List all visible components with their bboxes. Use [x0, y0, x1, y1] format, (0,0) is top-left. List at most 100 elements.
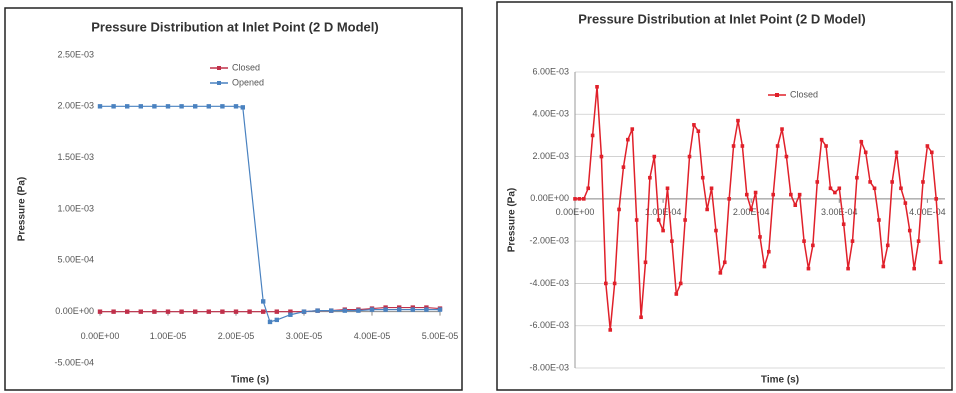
data-point [687, 154, 692, 159]
data-point [885, 243, 890, 248]
data-point [410, 307, 415, 312]
legend-marker [217, 66, 221, 70]
data-point [573, 197, 577, 201]
data-point [789, 192, 793, 197]
data-point [709, 186, 714, 191]
x-tick-label: 0.00E+00 [81, 331, 120, 341]
data-point [758, 235, 762, 239]
data-point [369, 307, 375, 312]
data-point [872, 186, 877, 191]
data-point [881, 264, 886, 269]
y-tick-label: -5.00E-04 [54, 357, 94, 367]
data-point [692, 123, 696, 127]
x-axis-label: Time (s) [761, 375, 799, 386]
data-point [877, 218, 881, 222]
data-point [921, 180, 925, 184]
data-point [193, 104, 198, 109]
y-tick-label: 0.00E+00 [530, 193, 569, 203]
data-point [179, 104, 184, 109]
data-point [630, 127, 635, 131]
data-point [595, 85, 599, 89]
data-point [705, 207, 709, 212]
data-point [397, 307, 402, 312]
data-point [929, 150, 934, 155]
data-point [652, 154, 657, 159]
data-point [722, 260, 727, 265]
data-point [797, 192, 802, 197]
data-point [894, 150, 899, 155]
legend-label: Closed [790, 89, 818, 99]
data-point [841, 222, 846, 227]
data-point [753, 190, 758, 195]
data-point [903, 201, 908, 205]
data-point [744, 192, 749, 197]
data-point [233, 309, 239, 314]
data-point [233, 104, 239, 109]
data-point [678, 281, 683, 286]
data-point [824, 144, 828, 148]
data-point [899, 186, 903, 191]
data-point [806, 266, 811, 271]
data-point [261, 309, 266, 314]
y-tick-label: 0.00E+00 [55, 306, 94, 316]
y-tick-label: 5.00E-04 [57, 255, 94, 265]
data-point [925, 144, 930, 148]
legend-marker [217, 81, 221, 85]
y-tick-label: -4.00E-03 [529, 278, 569, 288]
data-point [267, 319, 273, 325]
x-tick-label: 5.00E-05 [422, 331, 459, 341]
data-point [859, 139, 864, 144]
data-point [828, 186, 833, 191]
data-point [784, 154, 789, 159]
y-axis-label: Pressure (Pa) [507, 188, 518, 252]
y-tick-label: 2.00E-03 [57, 101, 94, 111]
data-point [718, 271, 723, 275]
data-point [220, 104, 225, 109]
data-point [342, 308, 347, 313]
data-point [762, 264, 767, 269]
legend-label: Opened [232, 77, 264, 87]
series-line [100, 306, 441, 313]
data-point [356, 308, 361, 313]
data-point [288, 312, 293, 317]
data-point [97, 309, 103, 314]
data-point [714, 228, 718, 233]
data-point [833, 190, 837, 195]
data-point [179, 309, 184, 314]
data-point [582, 197, 586, 201]
x-tick-label: 4.00E-05 [354, 331, 391, 341]
data-point [780, 127, 784, 131]
data-point [934, 197, 938, 201]
data-point [916, 239, 921, 243]
data-point [767, 249, 771, 254]
data-point [288, 309, 293, 314]
data-point [811, 243, 815, 248]
data-point [621, 165, 626, 169]
y-tick-label: -8.00E-03 [529, 362, 569, 372]
y-axis-label: Pressure (Pa) [17, 177, 28, 241]
data-point [634, 218, 639, 222]
data-point [274, 317, 279, 323]
data-point [665, 186, 670, 191]
data-point [599, 154, 604, 159]
data-point [608, 328, 613, 332]
data-point [383, 307, 388, 312]
data-point [855, 175, 859, 180]
y-tick-label: -2.00E-03 [529, 236, 569, 246]
data-point [863, 150, 868, 155]
data-point [111, 309, 116, 314]
data-point [907, 228, 912, 233]
data-point [247, 309, 252, 314]
data-point [656, 218, 661, 222]
data-point [206, 309, 211, 314]
data-point [138, 309, 143, 314]
data-point [639, 315, 643, 320]
data-point [661, 228, 665, 233]
data-point [612, 281, 617, 286]
legend-label: Closed [232, 62, 260, 72]
data-point [315, 308, 320, 313]
data-point [837, 186, 842, 191]
data-point [846, 266, 850, 271]
data-point [850, 239, 855, 243]
